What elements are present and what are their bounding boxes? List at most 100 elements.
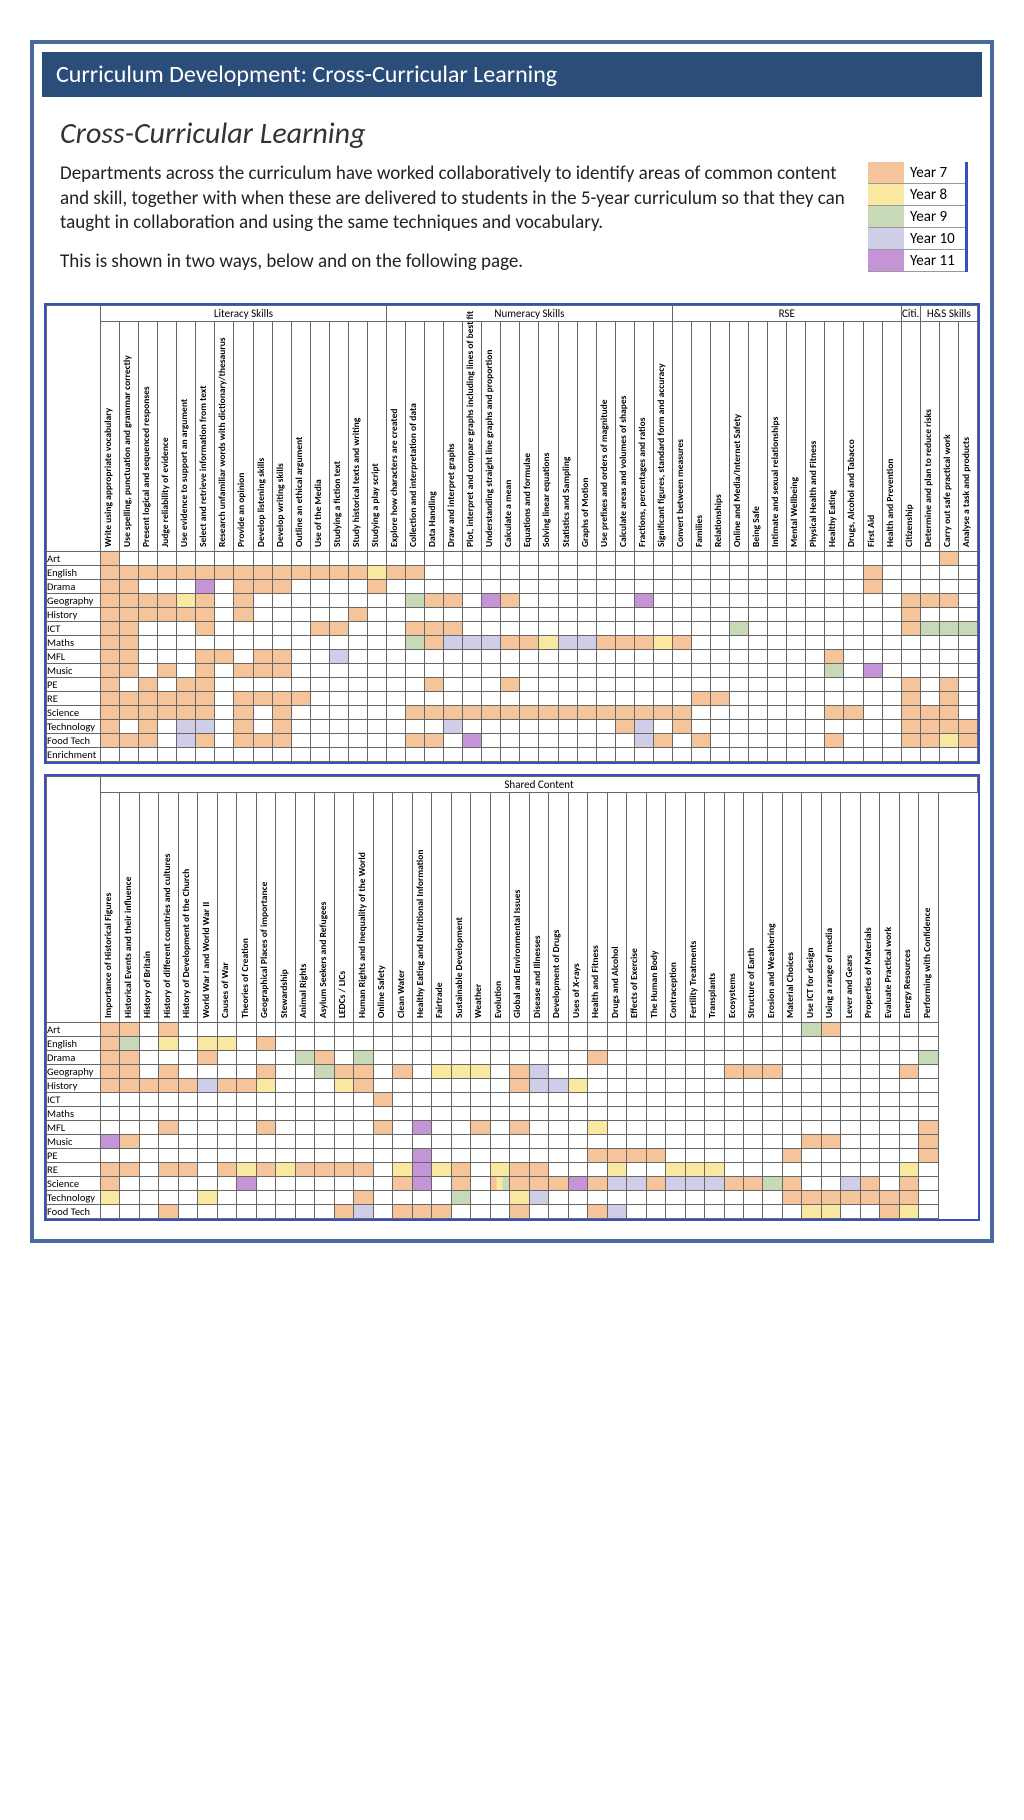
matrix-cell: [291, 621, 310, 635]
matrix-cell: [802, 1106, 821, 1120]
matrix-cell: [373, 1134, 392, 1148]
matrix-cell: [315, 1078, 334, 1092]
matrix-cell: [334, 1162, 353, 1176]
matrix-cell: [901, 593, 920, 607]
matrix-cell: [763, 1078, 782, 1092]
matrix-cell: [348, 691, 367, 705]
matrix-cell: [159, 1134, 178, 1148]
matrix-cell: [787, 551, 806, 565]
matrix-cell: [158, 565, 177, 579]
matrix-cell: [334, 1050, 353, 1064]
matrix-cell: [901, 663, 920, 677]
matrix-cell: [510, 1050, 529, 1064]
matrix-cell: [596, 691, 615, 705]
matrix-cell: [685, 1176, 704, 1190]
matrix-cell: [705, 1078, 724, 1092]
matrix-cell: [958, 635, 977, 649]
matrix-cell: [393, 1064, 412, 1078]
matrix-cell: [880, 1190, 899, 1204]
legend-swatch: [868, 206, 904, 227]
matrix-cell: [101, 1078, 120, 1092]
matrix-cell: [705, 1162, 724, 1176]
matrix-cell: [588, 1190, 607, 1204]
matrix-cell: [159, 1204, 178, 1218]
matrix-cell: [730, 691, 749, 705]
matrix-cell: [763, 1092, 782, 1106]
matrix-cell: [367, 593, 386, 607]
matrix-cell: [763, 1036, 782, 1050]
matrix-cell: [158, 691, 177, 705]
matrix-cell: [615, 747, 634, 761]
matrix-cell: [354, 1190, 373, 1204]
matrix-cell: [653, 719, 672, 733]
matrix-cell: [386, 733, 405, 747]
matrix-cell: [159, 1148, 178, 1162]
matrix-cell: [315, 1120, 334, 1134]
matrix-cell: [860, 1050, 879, 1064]
matrix-cell: [730, 677, 749, 691]
matrix-cell: [177, 551, 196, 565]
matrix-cell: [139, 705, 158, 719]
matrix-cell: [520, 719, 539, 733]
matrix-cell: [253, 747, 272, 761]
matrix-cell: [373, 1092, 392, 1106]
matrix-cell: [768, 733, 787, 747]
matrix-cell: [711, 607, 730, 621]
matrix-cell: [329, 705, 348, 719]
matrix-cell: [919, 1036, 938, 1050]
matrix-cell: [627, 1106, 646, 1120]
matrix-cell: [653, 565, 672, 579]
column-header: Research unfamiliar words with dictionar…: [215, 321, 234, 551]
matrix-cell: [463, 635, 482, 649]
matrix-cell: [177, 677, 196, 691]
matrix-cell: [705, 1204, 724, 1218]
matrix-cell: [272, 649, 291, 663]
matrix-cell: [615, 705, 634, 719]
matrix-cell: [276, 1092, 295, 1106]
matrix-cell: [880, 1162, 899, 1176]
matrix-cell: [291, 705, 310, 719]
matrix-cell: [882, 677, 901, 691]
matrix-cell: [354, 1106, 373, 1120]
matrix-cell: [198, 1190, 217, 1204]
matrix-cell: [539, 677, 558, 691]
legend-swatch: [868, 184, 904, 205]
matrix-cell: [711, 551, 730, 565]
row-label: Technology: [47, 1190, 101, 1204]
matrix-cell: [711, 593, 730, 607]
matrix-cell: [120, 1148, 139, 1162]
matrix-cell: [373, 1176, 392, 1190]
matrix-cell: [234, 649, 253, 663]
matrix-cell: [920, 719, 939, 733]
matrix-cell: [782, 1190, 801, 1204]
matrix-cell: [899, 1106, 918, 1120]
matrix-cell: [691, 565, 710, 579]
matrix-cell: [501, 551, 520, 565]
matrix-cell: [939, 663, 958, 677]
matrix-cell: [217, 1204, 236, 1218]
matrix-cell: [373, 1022, 392, 1036]
column-header: Study historical texts and writing: [348, 321, 367, 551]
row-label: Food Tech: [47, 733, 101, 747]
matrix-cell: [882, 747, 901, 761]
matrix-cell: [158, 551, 177, 565]
column-header: Collection and interpretation of data: [406, 321, 425, 551]
column-header: Use evidence to support an argument: [177, 321, 196, 551]
matrix-cell: [432, 1162, 451, 1176]
matrix-cell: [215, 649, 234, 663]
matrix-cell: [901, 551, 920, 565]
matrix-cell: [139, 649, 158, 663]
matrix-cell: [510, 1134, 529, 1148]
matrix-cell: [490, 1064, 509, 1078]
matrix-cell: [234, 621, 253, 635]
matrix-cell: [490, 1106, 509, 1120]
matrix-cell: [373, 1078, 392, 1092]
matrix-cell: [558, 719, 577, 733]
matrix-cell: [841, 1176, 860, 1190]
matrix-cell: [520, 649, 539, 663]
matrix-cell: [198, 1036, 217, 1050]
matrix-cell: [711, 733, 730, 747]
matrix-cell: [501, 691, 520, 705]
matrix-cell: [139, 691, 158, 705]
matrix-cell: [101, 1162, 120, 1176]
